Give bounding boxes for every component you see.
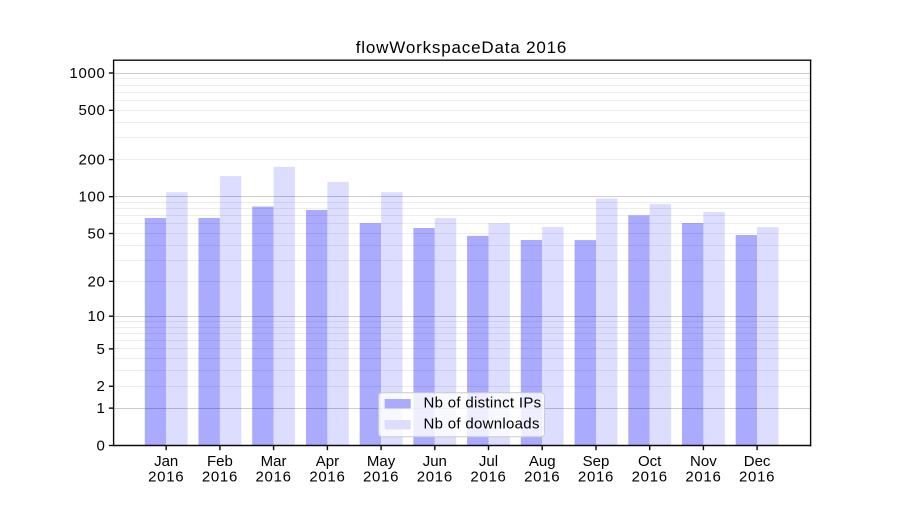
svg-text:20: 20 — [88, 273, 106, 290]
svg-text:10: 10 — [88, 308, 106, 325]
svg-text:2016: 2016 — [470, 468, 506, 485]
svg-text:2016: 2016 — [309, 468, 345, 485]
svg-text:Jul: Jul — [479, 453, 498, 470]
svg-text:Aug: Aug — [529, 453, 556, 470]
svg-text:2016: 2016 — [256, 468, 292, 485]
svg-text:Jun: Jun — [423, 453, 447, 470]
svg-text:2016: 2016 — [632, 468, 668, 485]
svg-text:Jan: Jan — [154, 453, 178, 470]
svg-text:Apr: Apr — [316, 453, 339, 470]
svg-text:5: 5 — [97, 341, 106, 358]
svg-text:2016: 2016 — [739, 468, 775, 485]
svg-text:Mar: Mar — [261, 453, 287, 470]
svg-text:Dec: Dec — [744, 453, 771, 470]
svg-text:2: 2 — [97, 378, 106, 395]
svg-text:2016: 2016 — [363, 468, 399, 485]
svg-text:2016: 2016 — [578, 468, 614, 485]
svg-text:Feb: Feb — [207, 453, 233, 470]
svg-text:2016: 2016 — [148, 468, 184, 485]
svg-text:Oct: Oct — [638, 453, 662, 470]
svg-text:1: 1 — [97, 400, 106, 417]
svg-text:2016: 2016 — [685, 468, 721, 485]
svg-text:Nov: Nov — [690, 453, 717, 470]
svg-text:Nb of downloads: Nb of downloads — [424, 416, 540, 433]
svg-text:2016: 2016 — [202, 468, 238, 485]
svg-text:200: 200 — [78, 151, 105, 168]
svg-text:1000: 1000 — [69, 65, 105, 82]
svg-text:Sep: Sep — [583, 453, 610, 470]
svg-text:0: 0 — [97, 437, 106, 454]
svg-text:2016: 2016 — [417, 468, 453, 485]
svg-text:100: 100 — [78, 189, 105, 206]
svg-text:50: 50 — [88, 225, 106, 242]
svg-text:May: May — [367, 453, 396, 470]
svg-text:Nb of distinct IPs: Nb of distinct IPs — [424, 395, 542, 412]
svg-text:flowWorkspaceData 2016: flowWorkspaceData 2016 — [356, 38, 567, 57]
svg-text:2016: 2016 — [524, 468, 560, 485]
svg-text:500: 500 — [78, 102, 105, 119]
